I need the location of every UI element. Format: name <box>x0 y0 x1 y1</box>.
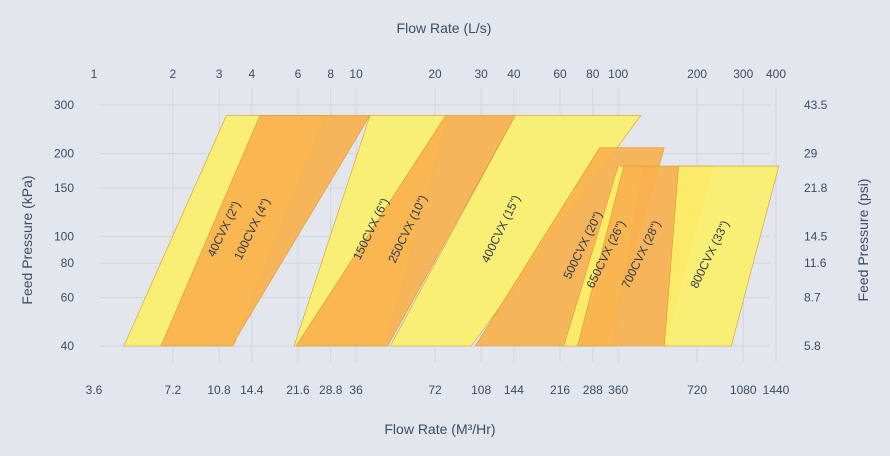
bottom-tick-label: 1080 <box>730 383 757 397</box>
top-tick-label: 80 <box>586 67 600 81</box>
top-tick-label: 3 <box>216 67 223 81</box>
right-tick-label: 5.8 <box>804 339 821 353</box>
bottom-tick-label: 3.6 <box>86 383 103 397</box>
top-tick-label: 6 <box>295 67 302 81</box>
bottom-axis-title: Flow Rate (M³/Hr) <box>384 421 495 437</box>
top-tick-label: 40 <box>507 67 521 81</box>
left-tick-label: 80 <box>61 256 75 270</box>
left-tick-label: 40 <box>61 339 75 353</box>
top-tick-label: 300 <box>733 67 753 81</box>
bottom-tick-label: 108 <box>471 383 491 397</box>
top-tick-label: 30 <box>474 67 488 81</box>
left-tick-label: 300 <box>54 98 74 112</box>
left-tick-label: 60 <box>61 291 75 305</box>
bottom-tick-label: 36 <box>349 383 363 397</box>
top-tick-label: 8 <box>327 67 334 81</box>
top-tick-label: 20 <box>428 67 442 81</box>
bottom-tick-label: 7.2 <box>165 383 182 397</box>
left-tick-label: 200 <box>54 146 74 160</box>
bottom-tick-label: 720 <box>687 383 707 397</box>
top-tick-label: 1 <box>91 67 98 81</box>
right-axis-title: Feed Pressure (psi) <box>855 179 871 302</box>
bottom-tick-label: 1440 <box>763 383 790 397</box>
ticks-layer: 1 2 3 4 6 8 10 20 30 40 60 80 100 200 300 400 3.6 7.2 10.8… <box>54 67 828 397</box>
top-tick-label: 4 <box>248 67 255 81</box>
left-tick-label: 100 <box>54 229 74 243</box>
left-axis-title: Feed Pressure (kPa) <box>19 175 35 304</box>
bottom-tick-label: 14.4 <box>240 383 264 397</box>
top-axis-title: Flow Rate (L/s) <box>397 20 492 36</box>
bands-layer <box>123 115 780 347</box>
bottom-tick-label: 288 <box>583 383 603 397</box>
top-tick-label: 400 <box>766 67 786 81</box>
band-5 <box>389 115 642 347</box>
right-tick-label: 11.6 <box>804 256 827 270</box>
right-tick-label: 29 <box>804 146 818 160</box>
right-tick-label: 43.5 <box>804 98 828 112</box>
left-tick-label: 150 <box>54 181 74 195</box>
bottom-tick-label: 72 <box>428 383 442 397</box>
bottom-tick-label: 10.8 <box>207 383 231 397</box>
top-tick-label: 100 <box>608 67 628 81</box>
band-9 <box>664 165 780 347</box>
bottom-tick-label: 144 <box>504 383 524 397</box>
right-tick-label: 8.7 <box>804 291 821 305</box>
top-tick-label: 60 <box>553 67 567 81</box>
right-tick-label: 21.8 <box>804 181 828 195</box>
bottom-tick-label: 21.6 <box>286 383 310 397</box>
bottom-tick-label: 28.8 <box>319 383 343 397</box>
bottom-tick-label: 216 <box>550 383 570 397</box>
top-tick-label: 10 <box>349 67 363 81</box>
bottom-tick-label: 360 <box>608 383 628 397</box>
top-tick-label: 200 <box>687 67 707 81</box>
top-tick-label: 2 <box>170 67 177 81</box>
right-tick-label: 14.5 <box>804 229 828 243</box>
